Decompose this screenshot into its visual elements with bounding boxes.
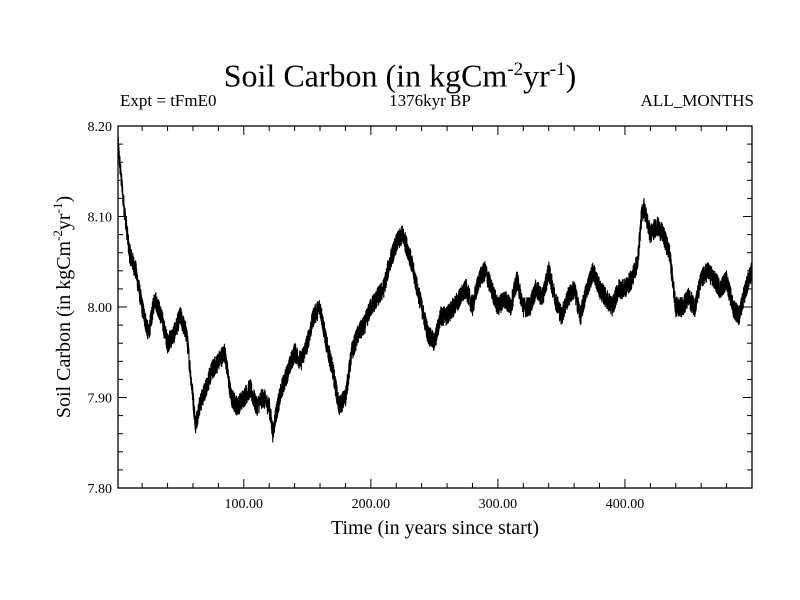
plot-frame	[117, 125, 753, 489]
series-layer	[117, 136, 753, 443]
period-label: 1376kyr BP	[389, 91, 471, 110]
months-label: ALL_MONTHS	[640, 91, 754, 110]
series-line	[117, 136, 753, 443]
y-tick-label: 8.20	[88, 120, 113, 135]
y-axis-label: Soil Carbon (in kgCm-2yr-1)	[50, 196, 75, 418]
y-tick-label: 7.90	[88, 392, 113, 407]
chart-title: Soil Carbon (in kgCm-2yr-1)	[223, 57, 577, 94]
y-tick-label: 8.00	[88, 301, 113, 316]
x-tick-label: 300.00	[479, 497, 518, 512]
tick-labels: 100.00 200.00 300.00 400.00 7.80 7.90 8.00 8.10…	[88, 120, 645, 512]
x-tick-label: 200.00	[352, 497, 391, 512]
x-tick-label: 400.00	[606, 497, 645, 512]
x-axis-label: Time (in years since start)	[331, 517, 539, 539]
y-tick-label: 7.80	[88, 482, 113, 497]
y-tick-label: 8.10	[88, 211, 113, 226]
experiment-label: Expt = tFmE0	[120, 91, 217, 110]
x-tick-label: 100.00	[225, 497, 264, 512]
axis-ticks	[118, 125, 753, 489]
